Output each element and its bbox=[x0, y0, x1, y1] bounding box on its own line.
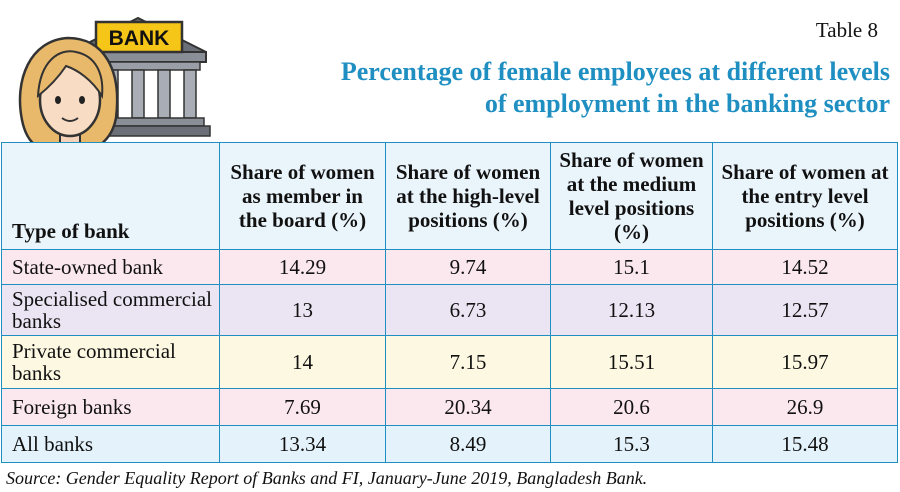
board-cell: 13 bbox=[219, 284, 386, 336]
table-row: All banks 13.34 8.49 15.3 15.48 bbox=[1, 425, 898, 463]
table-number-label: Table 8 bbox=[815, 18, 878, 42]
medium-cell: 20.6 bbox=[550, 388, 713, 426]
table-row: State-owned bank 14.29 9.74 15.1 14.52 bbox=[1, 249, 898, 285]
high-cell: 8.49 bbox=[385, 425, 551, 463]
entry-cell: 15.97 bbox=[712, 335, 898, 389]
header-medium-level: Share of women at the medium level posit… bbox=[550, 142, 713, 250]
high-cell: 7.15 bbox=[385, 335, 551, 389]
high-cell: 20.34 bbox=[385, 388, 551, 426]
title-line-2: of employment in the banking sector bbox=[484, 89, 890, 118]
board-cell: 14 bbox=[219, 335, 386, 389]
bank-type-cell: State-owned bank bbox=[1, 249, 220, 285]
bank-type-cell: Specialised commercial banks bbox=[1, 284, 220, 336]
high-cell: 6.73 bbox=[385, 284, 551, 336]
title-line-1: Percentage of female employees at differ… bbox=[340, 57, 890, 86]
entry-cell: 12.57 bbox=[712, 284, 898, 336]
board-cell: 14.29 bbox=[219, 249, 386, 285]
bank-type-cell: Private commercial banks bbox=[1, 335, 220, 389]
medium-cell: 12.13 bbox=[550, 284, 713, 336]
medium-cell: 15.1 bbox=[550, 249, 713, 285]
medium-cell: 15.3 bbox=[550, 425, 713, 463]
table-row: Specialised commercial banks 13 6.73 12.… bbox=[1, 284, 898, 336]
data-table: Type of bank Share of women as member in… bbox=[1, 142, 898, 463]
board-cell: 7.69 bbox=[219, 388, 386, 426]
table-row: Private commercial banks 14 7.15 15.51 1… bbox=[1, 335, 898, 389]
entry-cell: 26.9 bbox=[712, 388, 898, 426]
high-cell: 9.74 bbox=[385, 249, 551, 285]
bank-sign: BANK bbox=[109, 27, 170, 50]
header-board: Share of women as member in the board (%… bbox=[219, 142, 386, 250]
entry-cell: 14.52 bbox=[712, 249, 898, 285]
bank-type-cell: Foreign banks bbox=[1, 388, 220, 426]
entry-cell: 15.48 bbox=[712, 425, 898, 463]
source-note: Source: Gender Equality Report of Banks … bbox=[6, 468, 648, 488]
header-entry-level: Share of women at the entry level positi… bbox=[712, 142, 898, 250]
board-cell: 13.34 bbox=[219, 425, 386, 463]
table-title: Percentage of female employees at differ… bbox=[240, 56, 890, 120]
bank-type-cell: All banks bbox=[1, 425, 220, 463]
header-high-level: Share of women at the high-level positio… bbox=[385, 142, 551, 250]
header-type-of-bank: Type of bank bbox=[1, 142, 220, 250]
header-row: Type of bank Share of women as member in… bbox=[1, 142, 898, 250]
table-row: Foreign banks 7.69 20.34 20.6 26.9 bbox=[1, 388, 898, 426]
medium-cell: 15.51 bbox=[550, 335, 713, 389]
